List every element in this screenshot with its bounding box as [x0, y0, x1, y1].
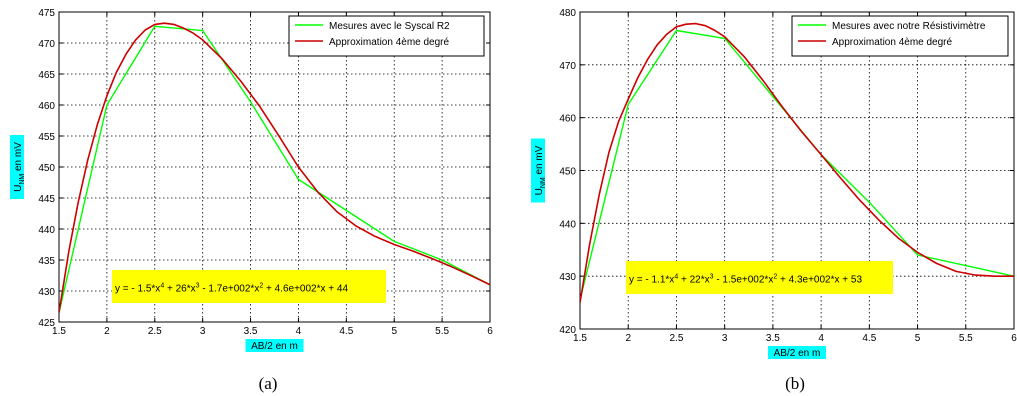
- y-axis-label-group: UNM en mV: [10, 135, 26, 199]
- equation-text: y = - 1.1*x4 + 22*x3 - 1.5e+002*x2 + 4.3…: [629, 274, 862, 286]
- y-tick-label: 460: [559, 114, 576, 125]
- y-tick-label: 435: [38, 256, 55, 267]
- equation-part: + 26*x: [164, 284, 195, 295]
- legend-entry: Approximation 4ème degré: [832, 37, 953, 48]
- figure-caption: (b): [785, 374, 805, 393]
- y-axis-label: UNM en mV: [534, 145, 547, 195]
- y-axis-label-rest: en mV: [534, 145, 545, 177]
- equation-box: [112, 270, 386, 303]
- x-axis-label: AB/2 en m: [251, 341, 298, 352]
- axes-box: [579, 11, 1015, 330]
- x-tick-label: 3: [200, 326, 206, 337]
- x-tick-label: 4.5: [862, 333, 876, 344]
- x-tick-label: 5.5: [959, 333, 973, 344]
- y-axis-label-main: U: [534, 188, 545, 195]
- x-tick-label: 2.5: [669, 333, 683, 344]
- x-tick-label: 4: [818, 333, 824, 344]
- y-tick-label: 455: [38, 132, 55, 143]
- y-axis-label-group: UNM en mV: [531, 138, 547, 203]
- y-axis-label-bg: [531, 138, 545, 203]
- y-tick-label: 420: [559, 325, 576, 336]
- y-axis-label-rest: en mV: [13, 142, 24, 174]
- figure-caption: (a): [259, 374, 278, 393]
- chart-a: 1.5 2 2.5 3 3.5 4 4.5 5 5.5 6 425 430 435 440 445 450 45…: [10, 8, 493, 393]
- y-tick-label: 445: [38, 194, 55, 205]
- equation-text: y = - 1.5*x4 + 26*x3 - 1.7e+002*x2 + 4.6…: [115, 283, 348, 295]
- x-tick-label: 1.5: [52, 326, 66, 337]
- x-axis-label-bg: [245, 339, 304, 352]
- y-axis-label: UNM en mV: [13, 142, 26, 192]
- y-tick-label: 470: [38, 39, 55, 50]
- y-tick-label: 480: [559, 8, 576, 19]
- x-tick-label: 2: [104, 326, 110, 337]
- y-tick-label: 470: [559, 61, 576, 72]
- y-tick-label: 450: [38, 163, 55, 174]
- y-tick-label: 430: [559, 272, 576, 283]
- equation-exponent: 2: [773, 274, 777, 281]
- x-tick-label: 6: [1011, 333, 1017, 344]
- equation-part: - 1.5e+002*x: [714, 275, 774, 286]
- x-tick-label: 5.5: [435, 326, 449, 337]
- equation-part: + 4.6e+002*x + 44: [263, 284, 348, 295]
- y-tick-label: 440: [559, 219, 576, 230]
- y-tick-label: 440: [38, 225, 55, 236]
- x-tick-label: 4: [296, 326, 302, 337]
- equation-part: + 4.3e+002*x + 53: [777, 275, 862, 286]
- y-axis-label-bg: [10, 135, 24, 199]
- y-axis-label-main: U: [13, 185, 24, 192]
- fit-series-line: [59, 22, 490, 313]
- equation-exponent: 4: [160, 283, 164, 290]
- fit-series-line: [580, 22, 1014, 303]
- legend-entry: Approximation 4ème degré: [329, 37, 450, 48]
- y-tick-label: 475: [38, 8, 55, 19]
- measured-series-line: [59, 25, 490, 313]
- legend: Mesures avec le Syscal R2 Approximation 4…: [288, 15, 485, 57]
- legend: Mesures avec notre Résistivimètre Approxi…: [791, 15, 1009, 57]
- x-axis-label-bg: [768, 346, 826, 359]
- x-tick-label: 2.5: [148, 326, 162, 337]
- legend-box: [791, 15, 1009, 57]
- chart-b: 1.5 2 2.5 3 3.5 4 4.5 5 5.5 6 420 430 440 450 460 470 48…: [531, 8, 1017, 393]
- y-tick-label: 450: [559, 167, 576, 178]
- x-axis-label: AB/2 en m: [774, 348, 821, 359]
- x-tick-label: 3.5: [244, 326, 258, 337]
- y-axis-label-sub: NM: [19, 174, 26, 185]
- equation-box: [626, 261, 893, 294]
- equation-exponent: 3: [196, 283, 200, 290]
- x-tick-label: 3: [722, 333, 728, 344]
- x-tick-label: 5: [391, 326, 397, 337]
- equation-part: - 1.7e+002*x: [200, 284, 260, 295]
- x-tick-label: 3.5: [766, 333, 780, 344]
- equation-exponent: 4: [674, 274, 678, 281]
- legend-entry: Mesures avec notre Résistivimètre: [832, 21, 986, 32]
- x-tick-label: 4.5: [339, 326, 353, 337]
- legend-entry: Mesures avec le Syscal R2: [329, 21, 450, 32]
- x-tick-label: 2: [625, 333, 631, 344]
- equation-exponent: 3: [710, 274, 714, 281]
- x-tick-label: 5: [915, 333, 921, 344]
- equation-part: + 22*x: [678, 275, 709, 286]
- equation-part: y = - 1.1*x: [629, 275, 674, 286]
- equation-part: y = - 1.5*x: [115, 284, 160, 295]
- y-axis-label-sub: NM: [540, 177, 547, 188]
- y-tick-label: 460: [38, 101, 55, 112]
- x-tick-label: 6: [487, 326, 493, 337]
- equation-exponent: 2: [259, 283, 263, 290]
- x-tick-label: 1.5: [573, 333, 587, 344]
- axes-box: [58, 11, 491, 323]
- legend-box: [288, 15, 485, 57]
- y-tick-label: 465: [38, 70, 55, 81]
- y-tick-label: 425: [38, 318, 55, 329]
- y-tick-label: 430: [38, 287, 55, 298]
